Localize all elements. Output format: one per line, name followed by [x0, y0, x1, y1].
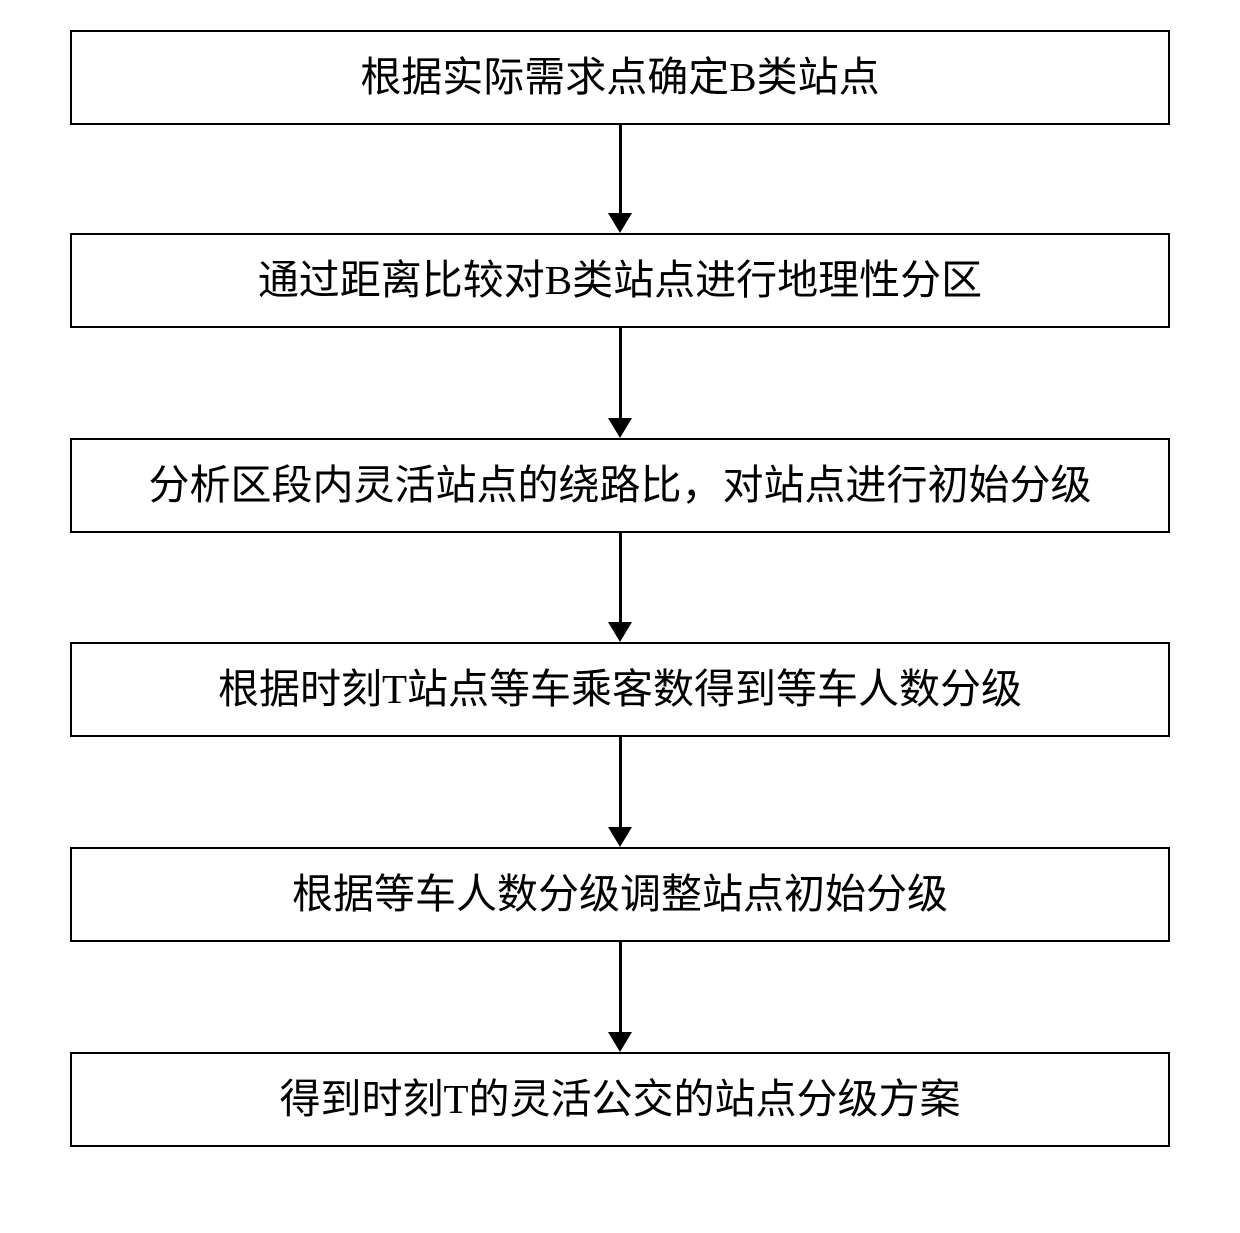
flow-step-1-label: 根据实际需求点确定B类站点: [360, 51, 879, 104]
arrow-line: [619, 533, 622, 622]
arrow-5-6: [608, 942, 632, 1052]
arrow-head-icon: [608, 622, 632, 642]
flow-step-4-label: 根据时刻T站点等车乘客数得到等车人数分级: [218, 663, 1022, 716]
flow-step-6: 得到时刻T的灵活公交的站点分级方案: [70, 1052, 1170, 1147]
arrow-line: [619, 328, 622, 418]
arrow-line: [619, 942, 622, 1032]
arrow-head-icon: [608, 827, 632, 847]
flow-step-3-label: 分析区段内灵活站点的绕路比，对站点进行初始分级: [149, 459, 1092, 512]
flow-step-5: 根据等车人数分级调整站点初始分级: [70, 847, 1170, 942]
flow-step-1: 根据实际需求点确定B类站点: [70, 30, 1170, 125]
arrow-line: [619, 737, 622, 827]
flow-step-3: 分析区段内灵活站点的绕路比，对站点进行初始分级: [70, 438, 1170, 533]
flow-step-2-label: 通过距离比较对B类站点进行地理性分区: [258, 254, 982, 307]
flow-step-2: 通过距离比较对B类站点进行地理性分区: [70, 233, 1170, 328]
arrow-2-3: [608, 328, 632, 438]
arrow-head-icon: [608, 418, 632, 438]
arrow-1-2: [608, 125, 632, 233]
arrow-line: [619, 125, 622, 213]
arrow-4-5: [608, 737, 632, 847]
arrow-head-icon: [608, 1032, 632, 1052]
flow-step-6-label: 得到时刻T的灵活公交的站点分级方案: [279, 1073, 960, 1126]
flow-step-5-label: 根据等车人数分级调整站点初始分级: [292, 868, 948, 921]
arrow-3-4: [608, 533, 632, 642]
flow-step-4: 根据时刻T站点等车乘客数得到等车人数分级: [70, 642, 1170, 737]
arrow-head-icon: [608, 213, 632, 233]
